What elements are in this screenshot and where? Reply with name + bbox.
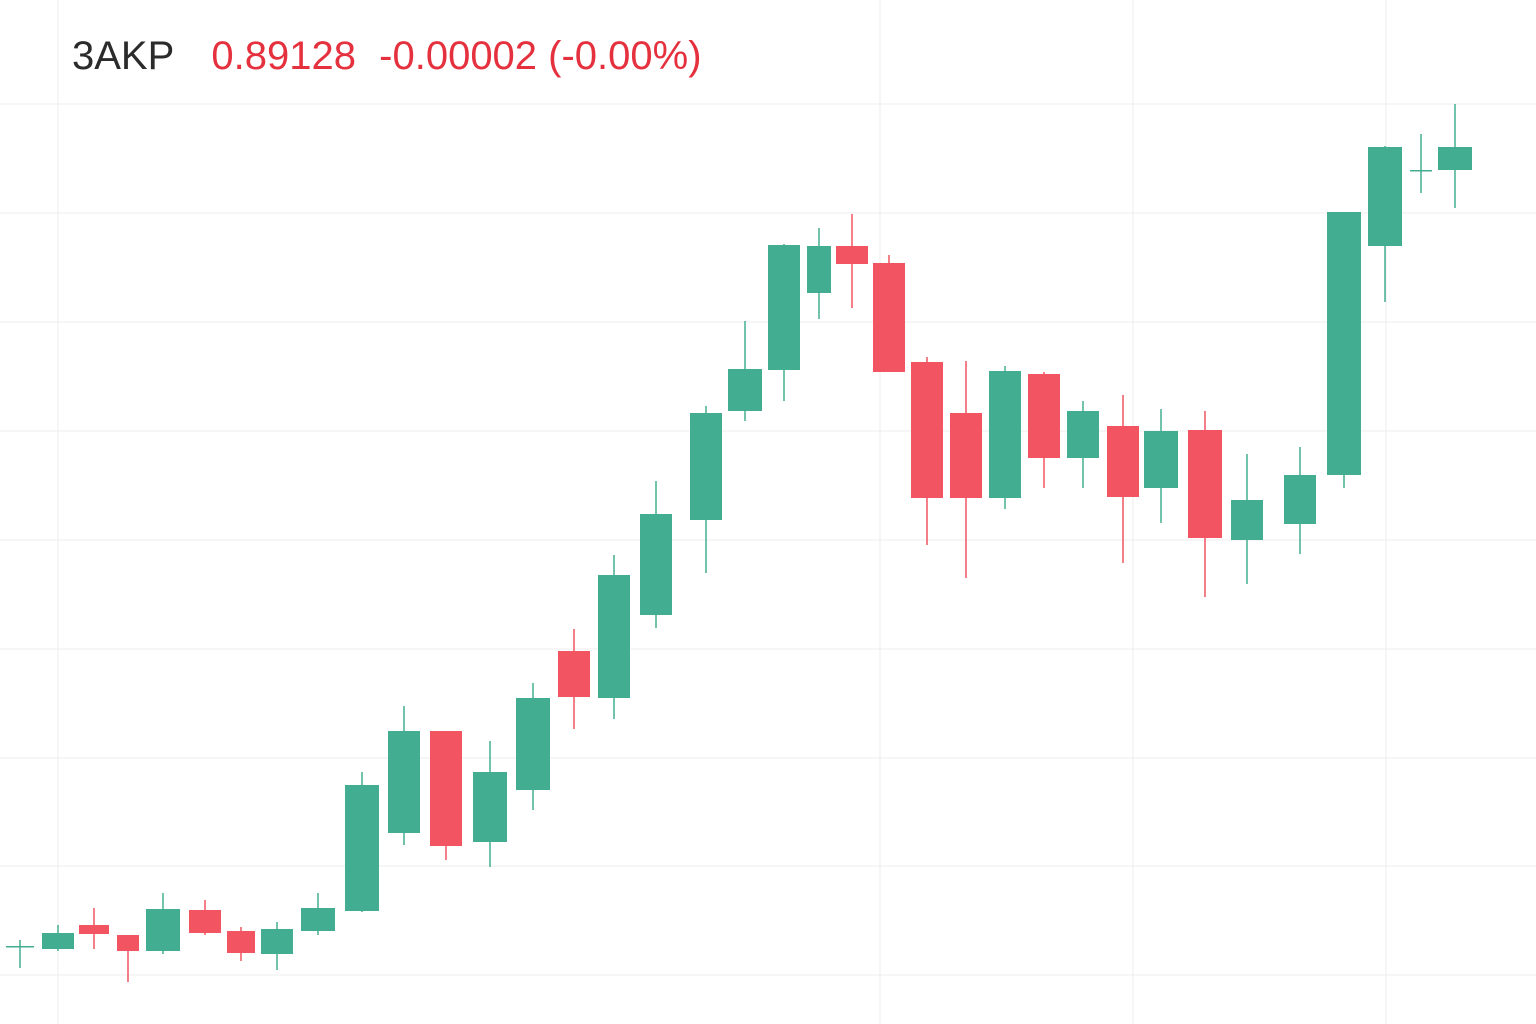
candle-21[interactable] <box>807 228 831 319</box>
candle-34[interactable] <box>1327 212 1361 488</box>
candle-14[interactable] <box>516 683 550 810</box>
candle-13[interactable] <box>473 741 507 867</box>
candle-19[interactable] <box>728 321 762 421</box>
candle-body <box>473 772 507 842</box>
candle-24[interactable] <box>911 357 943 545</box>
change-label: -0.00002 (-0.00%) <box>379 34 702 78</box>
candle-29[interactable] <box>1107 395 1139 563</box>
candle-body <box>598 575 630 698</box>
candle-body <box>430 731 462 846</box>
candle-body <box>728 369 762 411</box>
candle-9[interactable] <box>301 893 335 935</box>
candle-body <box>189 910 221 933</box>
candle-36[interactable] <box>1410 134 1432 193</box>
candle-31[interactable] <box>1188 411 1222 597</box>
candle-body <box>42 933 74 949</box>
candle-22[interactable] <box>836 214 868 308</box>
candle-10[interactable] <box>345 772 379 912</box>
quote-header: 3AKP 0.89128 -0.00002 (-0.00%) <box>72 30 702 82</box>
candle-body <box>768 245 800 370</box>
price-label: 0.89128 <box>211 34 357 78</box>
candle-body <box>836 246 868 264</box>
candle-27[interactable] <box>1028 372 1060 488</box>
candle-body <box>117 935 139 951</box>
candle-15[interactable] <box>558 629 590 729</box>
candle-2[interactable] <box>42 925 74 951</box>
candle-body <box>873 263 905 372</box>
candle-23[interactable] <box>873 255 905 372</box>
candle-body <box>1231 500 1263 540</box>
candle-body <box>1410 170 1432 172</box>
candle-body <box>1188 430 1222 538</box>
candle-body <box>690 413 722 520</box>
candle-11[interactable] <box>388 706 420 845</box>
candle-7[interactable] <box>227 927 255 961</box>
candle-8[interactable] <box>261 922 293 970</box>
candle-body <box>807 246 831 293</box>
candle-body <box>1438 147 1472 170</box>
candle-28[interactable] <box>1067 401 1099 488</box>
candle-body <box>950 413 982 498</box>
candle-body <box>227 931 255 953</box>
candle-body <box>516 698 550 790</box>
candle-body <box>345 785 379 911</box>
candle-body <box>1144 431 1178 488</box>
candle-3[interactable] <box>79 908 109 949</box>
candle-26[interactable] <box>989 366 1021 509</box>
candle-12[interactable] <box>430 731 462 860</box>
candle-body <box>640 514 672 615</box>
candle-16[interactable] <box>598 555 630 719</box>
candle-body <box>558 651 590 697</box>
candle-body <box>1067 411 1099 458</box>
candle-33[interactable] <box>1284 447 1316 554</box>
candle-body <box>301 908 335 931</box>
candle-32[interactable] <box>1231 454 1263 584</box>
candle-30[interactable] <box>1144 409 1178 523</box>
candle-body <box>1327 212 1361 475</box>
candle-body <box>388 731 420 833</box>
candle-35[interactable] <box>1368 146 1402 302</box>
candle-37[interactable] <box>1438 104 1472 208</box>
symbol-label: 3AKP <box>72 34 175 78</box>
candle-1[interactable] <box>6 940 34 968</box>
candle-body <box>989 371 1021 498</box>
candle-body <box>1107 426 1139 497</box>
candle-4[interactable] <box>117 935 139 982</box>
candle-body <box>1284 475 1316 524</box>
candle-body <box>1368 147 1402 246</box>
candle-18[interactable] <box>690 406 722 573</box>
candle-6[interactable] <box>189 900 221 935</box>
candle-body <box>261 929 293 954</box>
candle-body <box>1028 374 1060 458</box>
candle-20[interactable] <box>768 244 800 401</box>
candle-25[interactable] <box>950 361 982 578</box>
candle-body <box>6 946 34 948</box>
candle-5[interactable] <box>146 893 180 954</box>
candle-body <box>911 362 943 498</box>
candle-17[interactable] <box>640 481 672 628</box>
candle-body <box>79 925 109 934</box>
candle-body <box>146 909 180 951</box>
